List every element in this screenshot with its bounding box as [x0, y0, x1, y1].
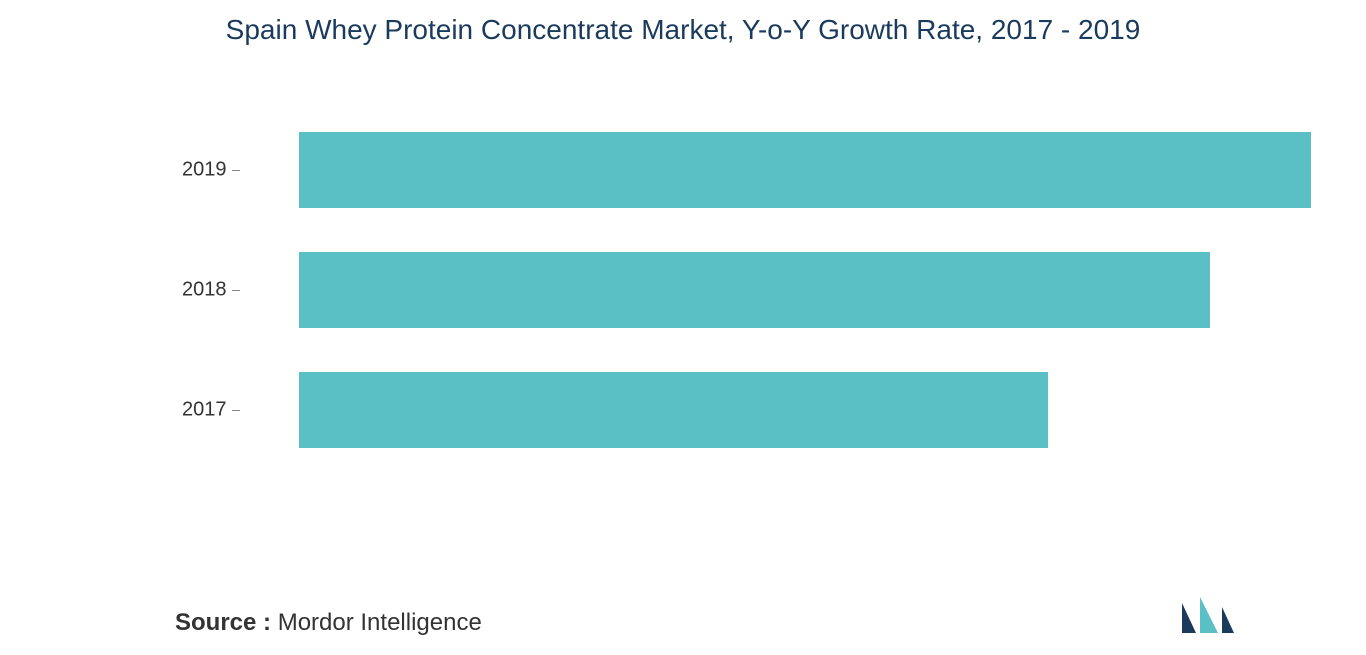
chart-area: 2019 2018 2017 [240, 110, 1311, 470]
bar-label: 2017 [182, 399, 227, 422]
chart-title: Spain Whey Protein Concentrate Market, Y… [0, 0, 1366, 46]
bar-2019 [299, 132, 1311, 208]
bar-row-2017: 2017 [240, 350, 1311, 470]
bar-2018 [299, 252, 1210, 328]
bar-label: 2018 [182, 279, 227, 302]
bar-row-2019: 2019 [240, 110, 1311, 230]
tick [232, 170, 240, 171]
source-attribution: Source : Mordor Intelligence [175, 609, 482, 637]
bar-row-2018: 2018 [240, 230, 1311, 350]
bar-label: 2019 [182, 159, 227, 182]
bar-2017 [299, 372, 1048, 448]
source-value: Mordor Intelligence [271, 609, 482, 636]
tick [232, 290, 240, 291]
tick [232, 410, 240, 411]
mordor-logo [1178, 593, 1258, 637]
source-label: Source : [175, 609, 271, 636]
